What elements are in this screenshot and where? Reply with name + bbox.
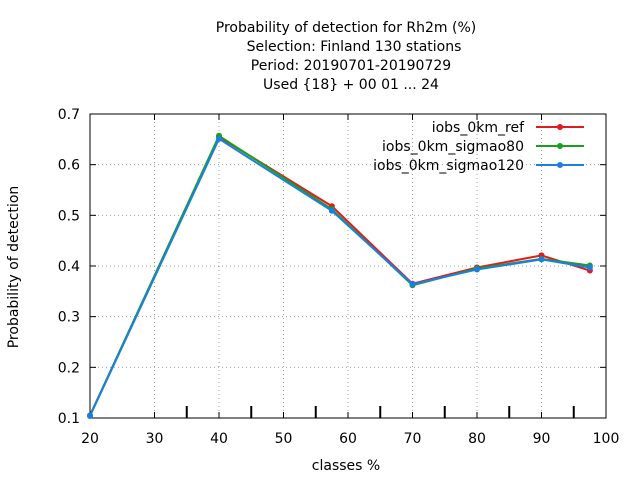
x-tick-label: 100 — [593, 431, 620, 447]
y-tick-label: 0.7 — [58, 107, 80, 123]
legend-swatch-point — [557, 124, 563, 130]
chart-title-line-1: Probability of detection for Rh2m (%) — [216, 20, 477, 36]
x-tick-label: 20 — [81, 431, 99, 447]
series-iobs_0km_ref — [87, 133, 593, 419]
y-tick-label: 0.2 — [58, 360, 80, 376]
y-tick-label: 0.4 — [58, 259, 80, 275]
chart-title-line-2: Selection: Finland 130 stations — [247, 39, 462, 55]
legend-swatch-point — [557, 143, 563, 149]
legend-label: iobs_0km_sigmao120 — [373, 158, 524, 174]
series-line — [89, 137, 591, 417]
series-line — [89, 134, 591, 416]
data-point — [87, 412, 93, 419]
y-tick-label: 0.1 — [58, 411, 80, 427]
data-point — [216, 135, 222, 142]
x-tick-label: 60 — [339, 431, 357, 447]
x-tick-label: 90 — [533, 431, 551, 447]
data-point — [538, 256, 545, 263]
series-iobs_0km_sigmao120 — [87, 135, 593, 419]
legend-item: iobs_0km_sigmao120 — [373, 158, 584, 174]
data-point — [328, 207, 335, 214]
x-axis-label: classes % — [312, 458, 380, 474]
legend-swatch-point — [557, 162, 563, 168]
x-tick-label: 30 — [146, 431, 164, 447]
legend-item: iobs_0km_sigmao80 — [382, 139, 584, 155]
y-tick-label: 0.3 — [58, 310, 80, 326]
series-lines — [87, 132, 593, 419]
grid — [90, 114, 606, 418]
legend: iobs_0km_ref iobs_0km_sigmao80 iobs_0km_si… — [373, 120, 584, 174]
legend-item: iobs_0km_ref — [432, 120, 584, 136]
y-axis-label: Probability of detection — [6, 186, 22, 349]
y-tick-label: 0.5 — [58, 208, 80, 224]
axis-ticks: 0.1 0.2 0.3 0.4 0.5 0.6 0.7 20 30 40 50 60 70 80 90 100 — [58, 107, 620, 447]
data-point — [586, 264, 593, 271]
x-tick-label: 50 — [275, 431, 293, 447]
x-tick-label: 70 — [404, 431, 422, 447]
chart-title-line-3: Period: 20190701-20190729 — [251, 58, 451, 74]
y-tick-label: 0.6 — [58, 158, 80, 174]
legend-label: iobs_0km_sigmao80 — [382, 139, 524, 155]
x-tick-label: 40 — [210, 431, 228, 447]
legend-label: iobs_0km_ref — [432, 120, 525, 136]
x-tick-label: 80 — [468, 431, 486, 447]
data-point — [474, 266, 480, 273]
series-iobs_0km_sigmao80 — [87, 132, 593, 419]
plot-frame — [89, 113, 607, 419]
series-line — [89, 135, 591, 416]
data-point — [409, 281, 416, 288]
chart-title-line-4: Used {18} + 00 01 ... 24 — [263, 77, 439, 93]
